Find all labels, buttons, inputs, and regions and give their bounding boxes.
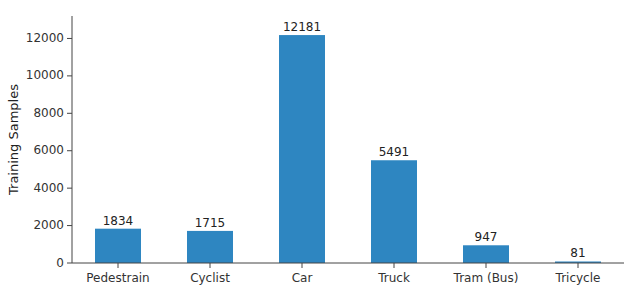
x-tick [118,263,119,268]
x-tick-label: Tram (Bus) [453,271,519,285]
bar [463,245,509,263]
y-tick-label: 8000 [33,106,64,120]
y-tick-label: 12000 [26,31,64,45]
x-tick [394,263,395,268]
x-tick-label: Pedestrain [86,271,149,285]
x-tick-label: Cyclist [190,271,230,285]
bar [371,160,417,263]
data-label: 1715 [195,216,226,230]
y-tick-label: 6000 [33,143,64,157]
bar [279,35,325,263]
x-tick-label: Truck [377,271,410,285]
y-tick [67,113,72,114]
x-tick-label: Car [292,271,313,285]
y-tick [67,225,72,226]
chart-svg: 1834 1715 12181 5491 947 81 0 2000 4000 6000 8000 1… [0,0,640,303]
x-tick [578,263,579,268]
bar [95,229,141,263]
data-label: 12181 [283,20,321,34]
y-tick [67,38,72,39]
y-tick [67,263,72,264]
x-axis-line [72,263,624,264]
y-tick-label: 0 [56,256,64,270]
y-tick-label: 4000 [33,181,64,195]
data-label: 5491 [379,145,410,159]
x-tick [302,263,303,268]
y-tick-label: 2000 [33,218,64,232]
y-tick [67,75,72,76]
y-tick [67,150,72,151]
bar [187,231,233,263]
data-label: 81 [570,246,585,260]
y-axis-label: Training Samples [6,84,21,196]
x-tick [210,263,211,268]
bars [95,35,601,263]
data-label: 947 [475,230,498,244]
x-tick [486,263,487,268]
y-tick [67,188,72,189]
x-tick-label: Tricycle [555,271,601,285]
y-tick-label: 10000 [26,68,64,82]
chart-container: 1834 1715 12181 5491 947 81 0 2000 4000 6000 8000 1… [0,0,640,303]
data-label: 1834 [103,214,134,228]
axes: 0 2000 4000 6000 8000 10000 12000 Pedestrain Cyc… [26,16,624,285]
data-labels: 1834 1715 12181 5491 947 81 [103,20,586,260]
